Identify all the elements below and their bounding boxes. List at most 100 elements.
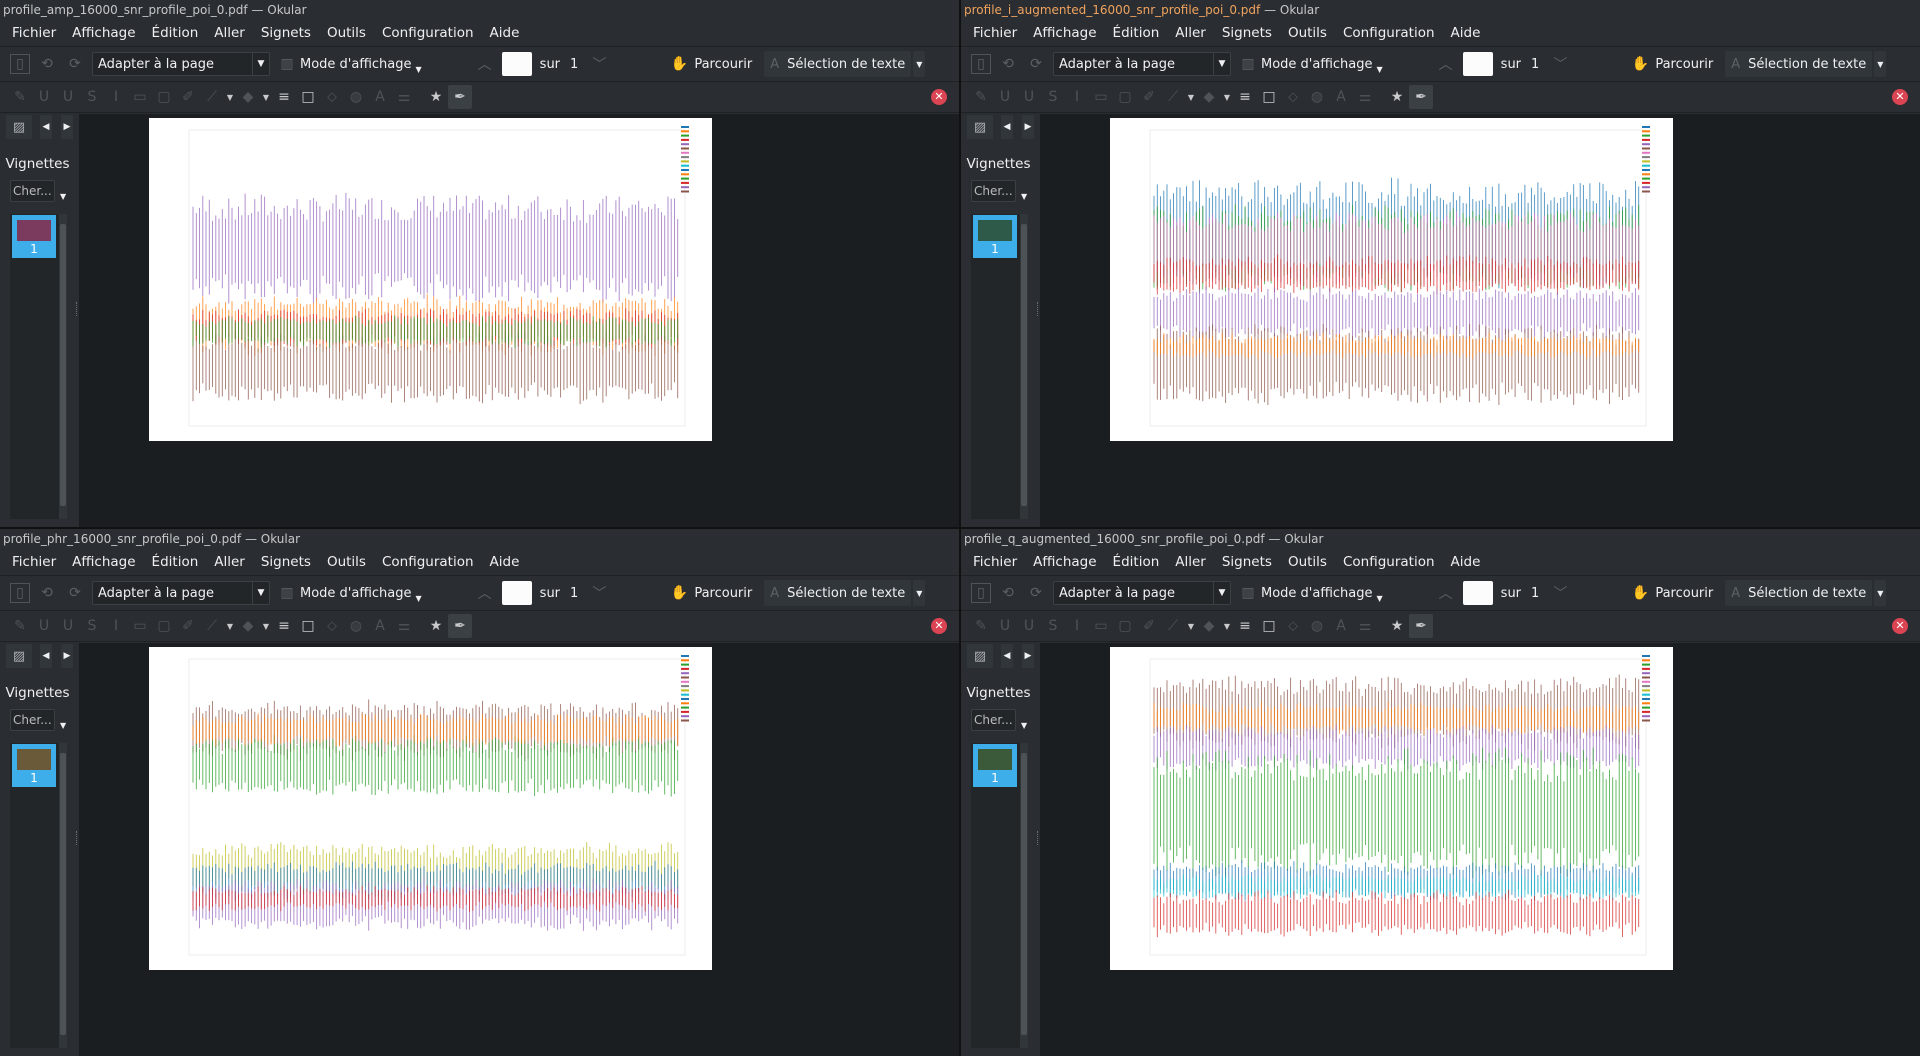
view-mode-dropdown-icon[interactable]: ▼ <box>415 64 422 74</box>
view-mode-button[interactable]: Mode d'affichage <box>300 585 412 601</box>
sidebar-splitter[interactable] <box>75 114 79 527</box>
thumbnail-scrollbar[interactable] <box>59 743 67 1048</box>
menu-item[interactable]: Signets <box>1221 554 1272 570</box>
fill-color-icon[interactable]: ⬦ <box>327 89 337 105</box>
text-selection-button[interactable]: A Sélection de texte <box>1725 51 1873 77</box>
strikeout-icon[interactable]: S <box>87 618 97 634</box>
scrollbar-handle[interactable] <box>1021 753 1027 1035</box>
page-number-input[interactable] <box>501 52 532 76</box>
typewriter-icon[interactable]: I <box>1074 89 1080 105</box>
forward-icon[interactable]: ⟳ <box>69 585 81 601</box>
next-page-icon[interactable]: ﹀ <box>1553 586 1568 602</box>
menu-item[interactable]: Outils <box>1287 554 1327 570</box>
menu-item[interactable]: Affichage <box>72 554 136 570</box>
menu-item[interactable]: Aller <box>1175 554 1206 570</box>
stamp-icon[interactable]: ◆ <box>242 89 254 105</box>
menu-item[interactable]: Fichier <box>973 554 1018 570</box>
forward-icon[interactable]: ⟳ <box>1030 585 1042 601</box>
menu-item[interactable]: Fichier <box>12 25 57 41</box>
menu-item[interactable]: Fichier <box>12 554 57 570</box>
page-thumbnail[interactable]: 1 <box>12 215 56 258</box>
inline-note-icon[interactable]: ▭ <box>133 89 147 105</box>
line-width-icon[interactable]: ≡ <box>278 89 290 105</box>
window-titlebar[interactable]: profile_i_augmented_16000_snr_profile_po… <box>961 0 1920 20</box>
search-dropdown-icon[interactable]: ▼ <box>1021 721 1028 730</box>
highlight-icon[interactable]: ✎ <box>975 89 987 105</box>
document-viewer[interactable] <box>79 643 959 1056</box>
menu-item[interactable]: Affichage <box>1033 25 1097 41</box>
annotation-settings-icon[interactable]: ⚌ <box>1358 89 1372 105</box>
window-titlebar[interactable]: profile_q_augmented_16000_snr_profile_po… <box>961 529 1920 549</box>
browse-tool-button[interactable]: Parcourir <box>694 56 753 72</box>
tool-dropdown-icon[interactable]: ▼ <box>913 580 926 606</box>
sidebar-toggle-icon[interactable]: ▯ <box>971 54 991 74</box>
sidebar-prev-icon[interactable]: ◀ <box>40 644 52 668</box>
menu-item[interactable]: Fichier <box>973 25 1018 41</box>
geometry-dropdown-icon[interactable]: ▼ <box>1187 621 1195 631</box>
thumbnails-tab-icon[interactable]: ▨ <box>967 115 993 139</box>
view-mode-button[interactable]: Mode d'affichage <box>1261 56 1373 72</box>
line-width-icon[interactable]: ≡ <box>1239 89 1251 105</box>
view-mode-dropdown-icon[interactable]: ▼ <box>1376 593 1383 603</box>
menu-item[interactable]: Outils <box>326 554 366 570</box>
sidebar-next-icon[interactable]: ▶ <box>1022 115 1034 139</box>
thumbnails-tab-icon[interactable]: ▨ <box>967 644 993 668</box>
popup-note-icon[interactable]: ▢ <box>1118 89 1132 105</box>
view-mode-dropdown-icon[interactable]: ▼ <box>1376 64 1383 74</box>
thumbnail-search-input[interactable]: Cher... <box>971 180 1016 202</box>
fill-color-icon[interactable]: ⬦ <box>1288 89 1298 105</box>
opacity-icon[interactable]: ◍ <box>1310 89 1324 105</box>
menu-item[interactable]: Signets <box>1221 25 1272 41</box>
stamp-icon[interactable]: ◆ <box>1203 618 1215 634</box>
menu-item[interactable]: Édition <box>151 554 199 570</box>
search-dropdown-icon[interactable]: ▼ <box>1021 192 1028 201</box>
underline-icon[interactable]: U <box>38 618 50 634</box>
view-mode-button[interactable]: Mode d'affichage <box>300 56 412 72</box>
tool-dropdown-icon[interactable]: ▼ <box>1874 580 1887 606</box>
close-annotation-bar-icon[interactable]: ✕ <box>1892 89 1908 105</box>
menu-item[interactable]: Affichage <box>72 25 136 41</box>
menu-item[interactable]: Outils <box>1287 25 1327 41</box>
popup-note-icon[interactable]: ▢ <box>157 89 171 105</box>
document-viewer[interactable] <box>1040 643 1920 1056</box>
menu-item[interactable]: Configuration <box>381 554 474 570</box>
favorite-star-icon[interactable]: ★ <box>429 89 443 105</box>
zoom-combo[interactable]: Adapter à la page ▼ <box>1053 581 1231 605</box>
favorite-star-icon[interactable]: ★ <box>1390 618 1404 634</box>
sidebar-toggle-icon[interactable]: ▯ <box>10 54 30 74</box>
search-dropdown-icon[interactable]: ▼ <box>60 721 67 730</box>
sidebar-splitter[interactable] <box>1036 114 1040 527</box>
menu-item[interactable]: Édition <box>151 25 199 41</box>
strikeout-icon[interactable]: S <box>1048 618 1058 634</box>
back-icon[interactable]: ⟲ <box>41 585 53 601</box>
menu-item[interactable]: Édition <box>1112 25 1160 41</box>
text-selection-button[interactable]: A Sélection de texte <box>1725 580 1873 606</box>
favorite-star-icon[interactable]: ★ <box>429 618 443 634</box>
thumbnails-tab-icon[interactable]: ▨ <box>6 115 32 139</box>
browse-tool-button[interactable]: Parcourir <box>1655 56 1714 72</box>
fill-color-icon[interactable]: ⬦ <box>327 618 337 634</box>
fill-color-icon[interactable]: ⬦ <box>1288 618 1298 634</box>
sidebar-next-icon[interactable]: ▶ <box>61 644 73 668</box>
tool-dropdown-icon[interactable]: ▼ <box>913 51 926 77</box>
opacity-icon[interactable]: ◍ <box>349 89 363 105</box>
next-page-icon[interactable]: ﹀ <box>592 57 607 73</box>
page-thumbnail[interactable]: 1 <box>12 744 56 787</box>
popup-note-icon[interactable]: ▢ <box>157 618 171 634</box>
tool-dropdown-icon[interactable]: ▼ <box>1874 51 1887 77</box>
menu-item[interactable]: Configuration <box>381 25 474 41</box>
underline-icon[interactable]: U <box>999 89 1011 105</box>
thumbnail-search-input[interactable]: Cher... <box>10 180 55 202</box>
pin-icon[interactable]: ✒ <box>448 85 472 109</box>
squiggle-icon[interactable]: U <box>62 618 74 634</box>
pin-icon[interactable]: ✒ <box>1409 614 1433 638</box>
opacity-icon[interactable]: ◍ <box>349 618 363 634</box>
squiggle-icon[interactable]: U <box>1023 618 1035 634</box>
menu-item[interactable]: Outils <box>326 25 366 41</box>
line-width-icon[interactable]: ≡ <box>1239 618 1251 634</box>
geometry-icon[interactable]: ⟋ <box>207 89 217 105</box>
pin-icon[interactable]: ✒ <box>1409 85 1433 109</box>
font-icon[interactable]: A <box>1336 89 1346 105</box>
inline-note-icon[interactable]: ▭ <box>133 618 147 634</box>
close-annotation-bar-icon[interactable]: ✕ <box>931 618 947 634</box>
